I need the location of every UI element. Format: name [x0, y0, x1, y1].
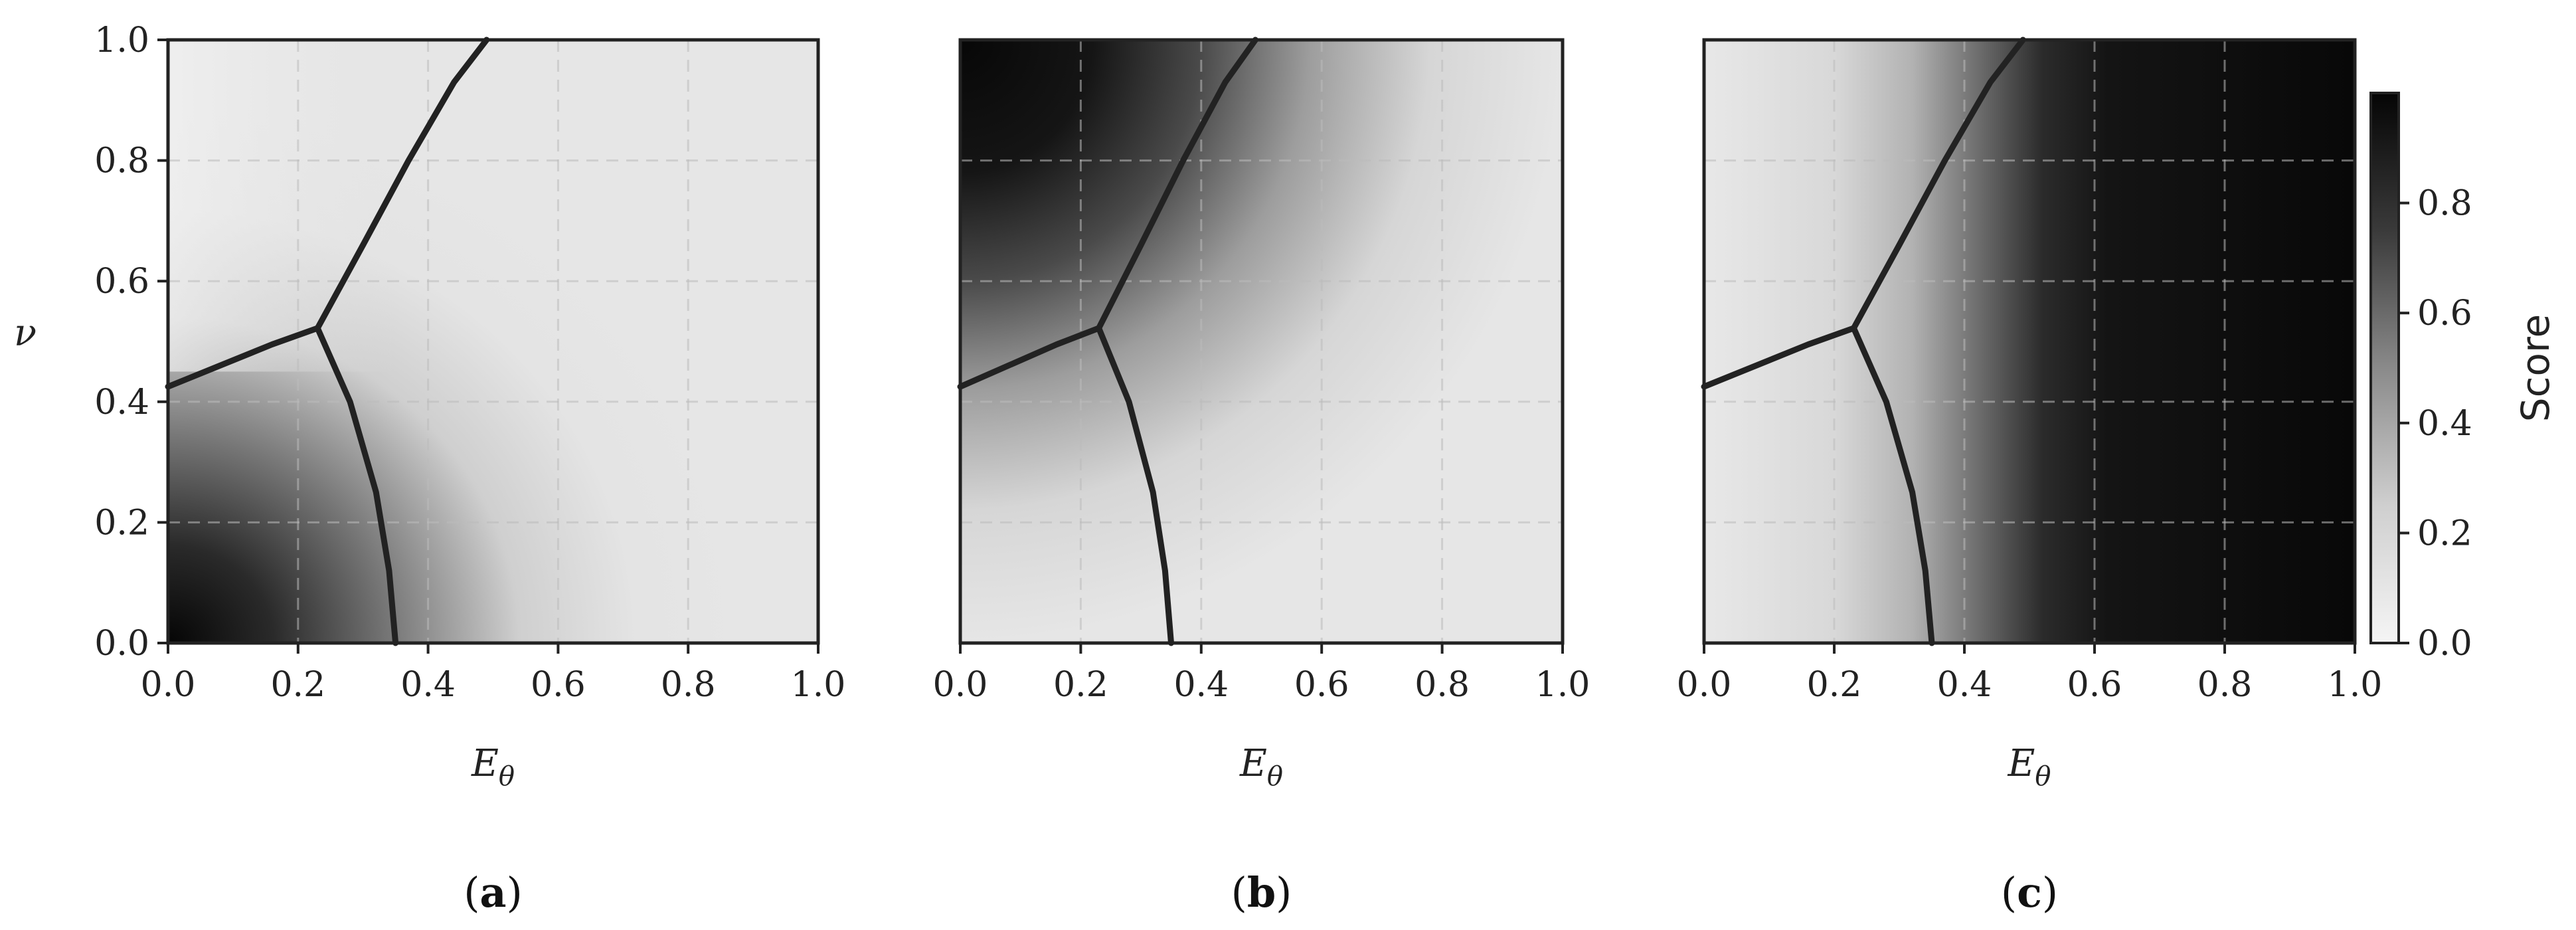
- panel-tag: (b): [1231, 868, 1292, 917]
- colorbar-tick-label: 0.6: [2417, 294, 2472, 333]
- y-tick-label: 1.0: [94, 21, 149, 60]
- panel-c: 0.0 0.2 0.4 0.6 0.8 1.0 Eθ (c): [1677, 37, 2383, 917]
- plot-frame: [958, 38, 1565, 645]
- x-tick-label: 0.2: [1053, 665, 1108, 705]
- boundary-curve: [1850, 325, 1935, 646]
- heatmap-field: [960, 40, 1563, 643]
- colorbar-tick-label: 0.4: [2417, 404, 2472, 444]
- y-tick-label: 0.2: [94, 503, 149, 543]
- x-tick-label: 0.0: [1677, 665, 1732, 705]
- plot-frame: [166, 38, 820, 645]
- colorbar-tick-label: 0.2: [2417, 513, 2472, 553]
- boundary-curve: [1096, 325, 1174, 646]
- x-axis-label-subscript: θ: [2035, 761, 2051, 792]
- plot-frame: [1702, 38, 2357, 645]
- x-tick-label: 1.0: [1535, 665, 1590, 705]
- x-tick-label: 0.2: [1807, 665, 1862, 705]
- boundary-curve: [314, 325, 399, 646]
- x-tick-label: 1.0: [2328, 665, 2383, 705]
- colorbar-tick-label: 0.0: [2417, 624, 2472, 664]
- boundary-curve: [1850, 37, 2026, 331]
- x-tick-label: 0.6: [531, 665, 586, 705]
- y-tick-label: 0.6: [94, 262, 149, 302]
- x-tick-label: 0.4: [1937, 665, 1992, 705]
- y-tick-label: 0.4: [94, 383, 149, 422]
- boundary-curve: [314, 37, 490, 331]
- x-tick-label: 0.4: [1173, 665, 1229, 705]
- x-axis-label-subscript: θ: [499, 761, 515, 792]
- x-axis-label-subscript: θ: [1267, 761, 1283, 792]
- colorbar-tick-label: 0.8: [2417, 184, 2472, 224]
- x-axis-label: Eθ: [471, 742, 515, 792]
- x-tick-label: 0.8: [661, 665, 716, 705]
- x-tick-label: 1.0: [791, 665, 846, 705]
- y-tick-label: 0.0: [94, 624, 149, 664]
- boundary-curve: [1701, 325, 1857, 390]
- colorbar-gradient: [2369, 92, 2400, 644]
- x-tick-label: 0.6: [2067, 665, 2122, 705]
- panel-a: 0.0 0.2 0.4 0.6 0.8 1.0 0.0 0.2 0.4 0.6 0.8 1.0 Eθ (a…: [94, 21, 845, 917]
- colorbar-label: Score: [2513, 314, 2558, 422]
- x-tick-label: 0.0: [141, 665, 196, 705]
- x-tick-label: 0.6: [1294, 665, 1349, 705]
- heatmap-field-overlay: [168, 40, 818, 372]
- panel-tag: (a): [464, 868, 523, 917]
- x-axis-label: Eθ: [1239, 742, 1283, 792]
- panel-b: 0.0 0.2 0.4 0.6 0.8 1.0 Eθ (b): [933, 37, 1590, 917]
- heatmap-field: [1704, 40, 2355, 643]
- x-tick-label: 0.0: [933, 665, 988, 705]
- x-tick-label: 0.8: [2197, 665, 2253, 705]
- colorbar: 0.0 0.2 0.4 0.6 0.8 Score: [2369, 92, 2558, 664]
- x-axis-label: Eθ: [2008, 742, 2051, 792]
- panel-tag: (c): [2001, 868, 2058, 917]
- boundary-curve: [1096, 37, 1258, 331]
- y-tick-label: 0.8: [94, 141, 149, 181]
- x-tick-label: 0.4: [400, 665, 456, 705]
- boundary-curve: [957, 325, 1102, 390]
- boundary-curve: [165, 325, 321, 390]
- colorbar-ticks: 0.0 0.2 0.4 0.6 0.8: [2399, 184, 2472, 664]
- x-tick-label: 0.2: [270, 665, 325, 705]
- x-tick-label: 0.8: [1415, 665, 1470, 705]
- y-axis-label: ν: [14, 312, 37, 355]
